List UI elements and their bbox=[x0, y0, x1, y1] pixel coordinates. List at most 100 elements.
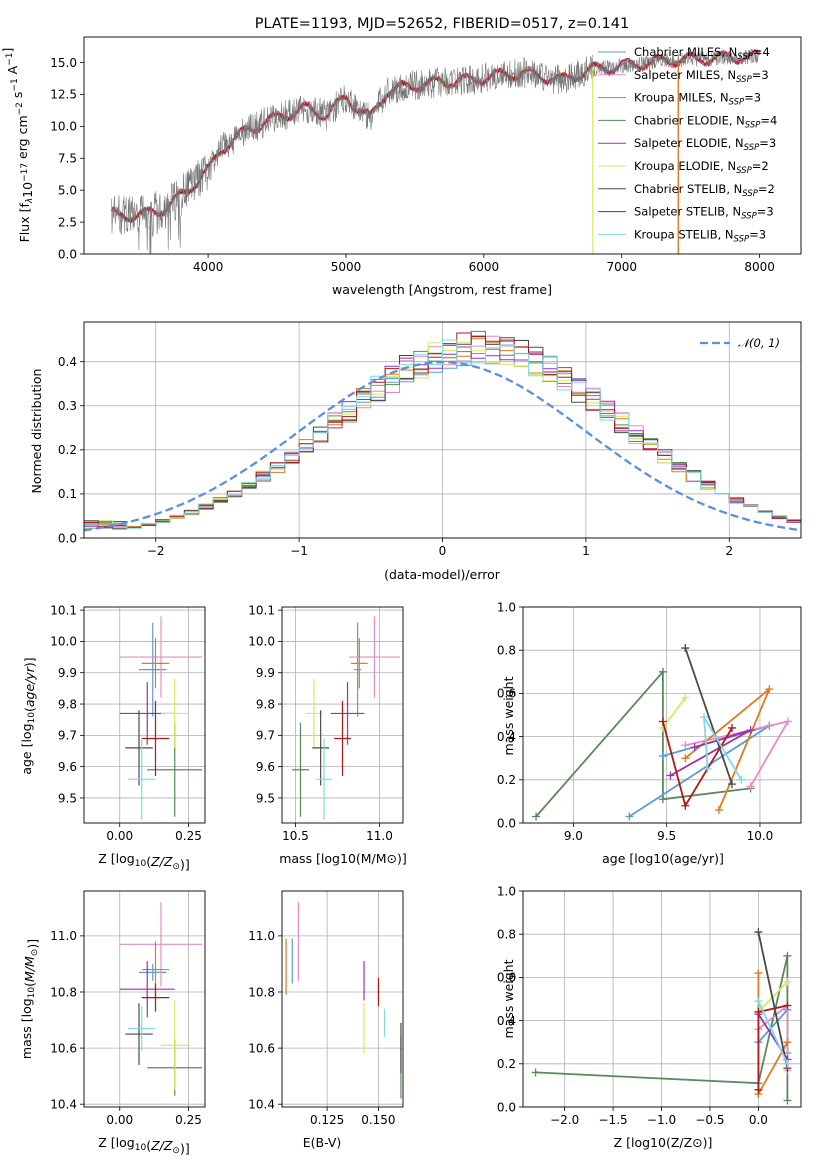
histogram-kroupa-stelib bbox=[84, 339, 801, 529]
age-vs-mass-ytick-label-0: 9.5 bbox=[256, 791, 275, 805]
age-vs-mass-ytick-label-6: 10.1 bbox=[248, 603, 275, 617]
weight-vs-age-series-3-marker-1 bbox=[765, 685, 774, 694]
age-vs-Z-plot-area bbox=[119, 616, 203, 820]
weight-vs-age-ylabel: mass weight bbox=[501, 676, 516, 755]
residuals-ytick-label-1: 0.1 bbox=[58, 487, 77, 501]
weight-vs-Z-series-0-marker-3 bbox=[783, 1096, 792, 1105]
weight-vs-Z-series-3-marker-0 bbox=[754, 969, 763, 978]
weight-vs-Z-plot-area bbox=[531, 928, 792, 1105]
weight-vs-age-series-2-marker-2 bbox=[746, 782, 755, 791]
age-vs-Z-xlabel-part: ( bbox=[146, 854, 151, 869]
residuals-ylabel: Normed distribution bbox=[29, 369, 44, 494]
mass-vs-Z-ylabel: mass [log10(M/M⊙)] bbox=[19, 939, 40, 1059]
weight-vs-age-series-7-marker-0 bbox=[658, 717, 667, 726]
spectrum-xtick-label-2: 6000 bbox=[469, 260, 500, 274]
normal-curve-line bbox=[84, 360, 801, 532]
weight-vs-age-ytick-label-2: 0.4 bbox=[497, 730, 516, 744]
spectrum-ylabel-part: 10 bbox=[20, 182, 35, 198]
weight-vs-age-series-2-marker-0 bbox=[681, 741, 690, 750]
age-vs-Z-ylabel-part: )] bbox=[22, 657, 37, 667]
spectrum-plot-area bbox=[111, 48, 760, 254]
age-vs-Z-frame bbox=[83, 606, 206, 824]
weight-vs-Z-xtick-label-1: −1.5 bbox=[599, 1113, 628, 1127]
legend-model-0: Chabrier MILES, N bbox=[634, 45, 737, 59]
legend-n-2: =3 bbox=[744, 91, 761, 105]
age-vs-mass-ytick-label-4: 9.9 bbox=[256, 666, 275, 680]
weight-vs-age-ytick-label-3: 0.6 bbox=[497, 687, 516, 701]
age-vs-Z-xtick-label-0: 0.00 bbox=[106, 829, 133, 843]
weight-vs-age-series-7-marker-2 bbox=[727, 723, 736, 732]
mass-vs-Z-ytick-label-2: 10.8 bbox=[50, 985, 77, 999]
mass-vs-Z-xlabel: Z [log10(Z/Z⊙)] bbox=[98, 1135, 189, 1156]
age-vs-mass-ytick-label-3: 9.8 bbox=[256, 697, 275, 711]
weight-vs-Z-xtick-label-3: −0.5 bbox=[695, 1113, 724, 1127]
mass-vs-Z-ytick-label-1: 10.6 bbox=[50, 1041, 77, 1055]
mass-vs-Z-xlabel-part: Z/Z bbox=[150, 1138, 173, 1153]
weight-vs-age-series-2 bbox=[685, 720, 790, 787]
residuals-frame bbox=[83, 321, 802, 539]
weight-vs-Z-ytick-label-2: 0.4 bbox=[497, 1014, 516, 1028]
mass-vs-Z-ylabel-part: ⊙ bbox=[30, 949, 40, 957]
legend-sub-6: SSP bbox=[742, 189, 758, 199]
legend-entry-8: Kroupa STELIB, NSSP=3 bbox=[634, 227, 766, 244]
legend-n-4: =3 bbox=[759, 136, 776, 150]
age-vs-mass-xtick-label-0: 10.5 bbox=[282, 829, 309, 843]
legend-model-3: Chabrier ELODIE, N bbox=[634, 113, 745, 127]
weight-vs-Z-axes: −2.0 −1.5 −1.0 −0.5 0.0 0.0 0.2 0.4 0.6 0.8 1.0 bbox=[497, 884, 802, 1127]
weight-vs-Z-series-7-marker-0 bbox=[754, 1085, 763, 1094]
age-vs-mass-ytick-label-2: 9.7 bbox=[256, 729, 275, 743]
mass-vs-ebv-grid bbox=[282, 891, 403, 1107]
mass-vs-Z-ylabel-part: ( bbox=[22, 982, 37, 987]
residuals-xtick-label-2: 0 bbox=[439, 544, 447, 558]
age-vs-Z-ylabel-part: 10 bbox=[27, 712, 37, 724]
legend-n-1: =3 bbox=[752, 68, 769, 82]
spectrum-title: PLATE=1193, MJD=52652, FIBERID=0517, z=0… bbox=[255, 16, 629, 32]
legend-entry-6: Chabrier STELIB, NSSP=2 bbox=[634, 182, 775, 199]
legend-entry-0: Chabrier MILES, NSSP=4 bbox=[634, 45, 770, 62]
spectrum-xtick-label-4: 8000 bbox=[744, 260, 775, 274]
mass-vs-Z-ylabel-part: 10 bbox=[27, 987, 37, 999]
weight-vs-age-series-8-marker-2 bbox=[737, 775, 746, 784]
age-vs-Z-ylabel: age [log10(age/yr)] bbox=[19, 657, 37, 774]
weight-vs-age-ytick-label-4: 0.8 bbox=[497, 644, 516, 658]
weight-vs-Z-series-0-marker-2 bbox=[783, 951, 792, 960]
spectrum-ytick-label-5: 12.5 bbox=[50, 88, 77, 102]
legend-n-5: =2 bbox=[752, 159, 769, 173]
legend-sub-3: SSP bbox=[745, 120, 761, 130]
mass-vs-ebv-ytick-label-2: 10.8 bbox=[248, 985, 275, 999]
weight-vs-age-series-1-marker-2 bbox=[658, 752, 667, 761]
mass-vs-Z-xlabel-part: )] bbox=[180, 1141, 190, 1156]
age-vs-mass-frame bbox=[281, 606, 404, 824]
weight-vs-age-series-7 bbox=[662, 721, 733, 808]
mass-vs-Z-xlabel-part: Z [log bbox=[98, 1135, 134, 1150]
spectrum-ylabel-part: ] bbox=[0, 48, 15, 53]
legend-entry-1: Salpeter MILES, NSSP=3 bbox=[634, 68, 769, 85]
age-vs-Z-ytick-label-1: 9.6 bbox=[58, 760, 77, 774]
spectrum-ytick-label-0: 0.0 bbox=[58, 247, 77, 261]
legend-model-7: Salpeter STELIB, N bbox=[634, 205, 741, 219]
weight-vs-age-xtick-label-0: 9.0 bbox=[564, 829, 583, 843]
legend-n-8: =3 bbox=[749, 227, 766, 241]
legend-model-6: Chabrier STELIB, N bbox=[634, 182, 742, 196]
legend-entry-2: Kroupa MILES, NSSP=3 bbox=[634, 91, 761, 108]
age-vs-Z-ytick-label-6: 10.1 bbox=[50, 603, 77, 617]
legend-sub-1: SSP bbox=[736, 75, 752, 85]
weight-vs-age-series-5-marker-1 bbox=[681, 693, 690, 702]
mass-vs-ebv-xlabel: E(B-V) bbox=[303, 1135, 342, 1150]
age-vs-Z-ytick-label-2: 9.7 bbox=[58, 729, 77, 743]
mass-vs-Z-xlabel-part: ⊙ bbox=[172, 1146, 180, 1156]
weight-vs-Z-series-8-marker-0 bbox=[754, 997, 763, 1006]
residuals-xtick-label-0: −2 bbox=[147, 544, 165, 558]
mass-vs-ebv-xtick-label-1: 0.150 bbox=[361, 1113, 395, 1127]
legend-model-2: Kroupa MILES, N bbox=[634, 91, 729, 105]
mass-vs-Z-plot-area bbox=[119, 902, 203, 1096]
spectrum-xtick-label-0: 4000 bbox=[193, 260, 224, 274]
weight-vs-age-series-4-marker-2 bbox=[690, 743, 699, 752]
weight-vs-Z-ytick-label-5: 1.0 bbox=[497, 884, 516, 898]
mass-vs-Z-axes: 0.00 0.25 10.4 10.6 10.8 11.0 bbox=[50, 890, 206, 1127]
spectrum-ytick-label-6: 15.0 bbox=[50, 56, 77, 70]
mass-vs-Z-grid bbox=[84, 891, 205, 1107]
weight-vs-age-series-8-marker-1 bbox=[699, 713, 708, 722]
age-vs-Z-ytick-label-4: 9.9 bbox=[58, 666, 77, 680]
mass-vs-Z-ylabel-part: )] bbox=[25, 939, 40, 949]
